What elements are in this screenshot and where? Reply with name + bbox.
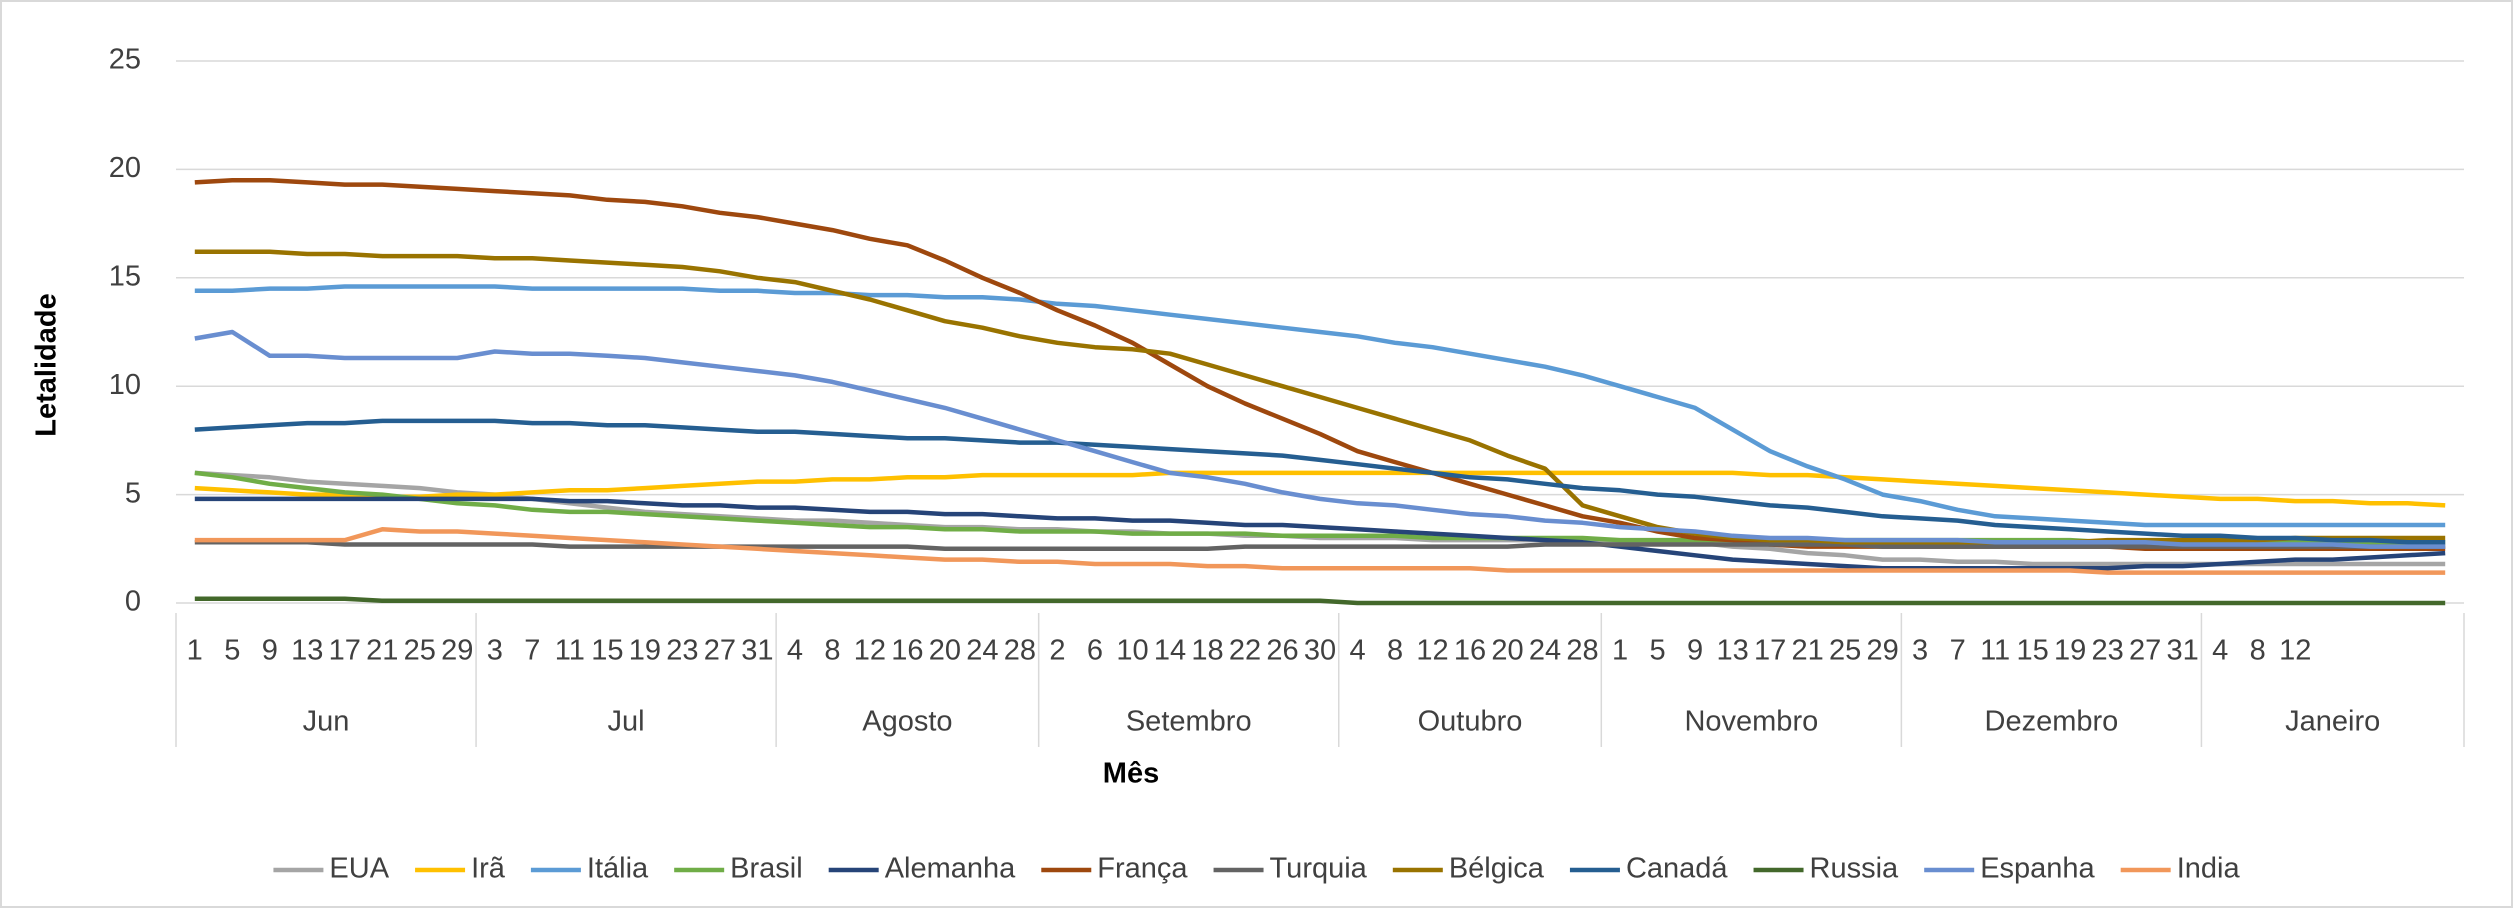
x-tick-label: 15 — [591, 635, 623, 667]
x-tick-label: 12 — [1416, 635, 1448, 667]
month-label: Jul — [608, 706, 645, 738]
month-label: Setembro — [1126, 706, 1252, 738]
month-label: Jun — [303, 706, 350, 738]
x-tick-label: 4 — [1349, 635, 1365, 667]
x-tick-label: 25 — [404, 635, 436, 667]
x-tick-label: 3 — [487, 635, 503, 667]
legend-label: Itália — [587, 853, 649, 885]
x-tick-label: 7 — [524, 635, 540, 667]
x-tick-label: 22 — [1229, 635, 1261, 667]
legend: EUA Irã Itália Brasil Alemanha França Turquia B… — [273, 853, 2240, 885]
series-line — [194, 418, 2446, 545]
series-line — [194, 596, 2446, 606]
x-tick-label: 5 — [1650, 635, 1666, 667]
x-tick-label: 18 — [1191, 635, 1223, 667]
x-tick-label: 31 — [741, 635, 773, 667]
x-tick-label: 17 — [329, 635, 361, 667]
y-tick-label: 15 — [109, 260, 141, 292]
series-line — [194, 540, 2446, 552]
x-tick-label: 11 — [555, 635, 585, 667]
x-tick-label: 19 — [629, 635, 661, 667]
series-line — [194, 329, 2446, 549]
legend-label: Turquia — [1270, 853, 1368, 885]
y-tick-label: 0 — [125, 586, 141, 618]
x-tick-label: 13 — [1716, 635, 1748, 667]
x-tick-label: 13 — [291, 635, 323, 667]
series-line — [194, 284, 2446, 528]
x-tick-label: 9 — [262, 635, 278, 667]
month-label: Dezembro — [1985, 706, 2119, 738]
legend-label: Russia — [1810, 853, 1900, 885]
x-tick-label: 10 — [1116, 635, 1148, 667]
x-tick-label: 20 — [1491, 635, 1523, 667]
x-tick-label: 21 — [366, 635, 398, 667]
x-tick-label: 26 — [1266, 635, 1298, 667]
x-tick-label: 24 — [966, 635, 998, 667]
legend-label: Alemanha — [885, 853, 1016, 885]
x-tick-label: 29 — [1866, 635, 1898, 667]
x-tick-label: 29 — [441, 635, 473, 667]
x-tick-label: 20 — [929, 635, 961, 667]
x-tick-label: 12 — [2279, 635, 2311, 667]
month-label: Novembro — [1684, 706, 1818, 738]
legend-label: EUA — [329, 853, 389, 885]
legend-label: França — [1097, 853, 1188, 885]
legend-label: Brasil — [730, 853, 803, 885]
x-tick-label: 31 — [2167, 635, 2199, 667]
x-axis-title: Mês — [1103, 758, 1159, 790]
x-tick-label: 21 — [1791, 635, 1823, 667]
legend-label: Espanha — [1980, 853, 2095, 885]
x-tick-label: 3 — [1912, 635, 1928, 667]
x-tick-label: 16 — [891, 635, 923, 667]
month-label: Janeiro — [2285, 706, 2380, 738]
x-tick-label: 25 — [1829, 635, 1861, 667]
x-tick-label: 27 — [2129, 635, 2161, 667]
y-tick-label: 20 — [109, 152, 141, 184]
legend-label: Bélgica — [1449, 853, 1545, 885]
x-tick-label: 7 — [1950, 635, 1966, 667]
x-tick-label: 23 — [666, 635, 698, 667]
x-tick-label: 27 — [704, 635, 736, 667]
x-tick-label: 17 — [1754, 635, 1786, 667]
x-tick-label: 1 — [187, 635, 203, 667]
legend-label: India — [2177, 853, 2241, 885]
series-line — [194, 470, 2446, 508]
x-tick-label: 4 — [787, 635, 803, 667]
x-tick-label: 30 — [1304, 635, 1336, 667]
y-tick-label: 25 — [109, 44, 141, 76]
x-tick-label: 28 — [1566, 635, 1598, 667]
x-tick-label: 12 — [854, 635, 886, 667]
x-tick-label: 6 — [1087, 635, 1103, 667]
x-tick-label: 2 — [1049, 635, 1065, 667]
x-tick-label: 11 — [1980, 635, 2010, 667]
month-label: Agosto — [862, 706, 952, 738]
x-tick-label: 28 — [1004, 635, 1036, 667]
x-tick-label: 8 — [2250, 635, 2266, 667]
x-tick-label: 19 — [2054, 635, 2086, 667]
y-tick-label: 10 — [109, 369, 141, 401]
x-tick-label: 5 — [224, 635, 240, 667]
x-tick-label: 16 — [1454, 635, 1486, 667]
series-line — [194, 527, 2446, 575]
x-tick-label: 14 — [1154, 635, 1186, 667]
x-tick-label: 24 — [1529, 635, 1561, 667]
legend-label: Irã — [471, 853, 506, 885]
y-tick-label: 5 — [125, 477, 141, 509]
legend-label: Canadá — [1626, 853, 1728, 885]
x-tick-label: 1 — [1612, 635, 1628, 667]
x-tick-label: 8 — [824, 635, 840, 667]
y-axis-title: Letalidade — [31, 293, 63, 436]
month-label: Outubro — [1418, 706, 1523, 738]
x-tick-label: 23 — [2092, 635, 2124, 667]
x-tick-label: 15 — [2017, 635, 2049, 667]
x-tick-label: 9 — [1687, 635, 1703, 667]
x-tick-label: 8 — [1387, 635, 1403, 667]
x-tick-label: 4 — [2212, 635, 2228, 667]
